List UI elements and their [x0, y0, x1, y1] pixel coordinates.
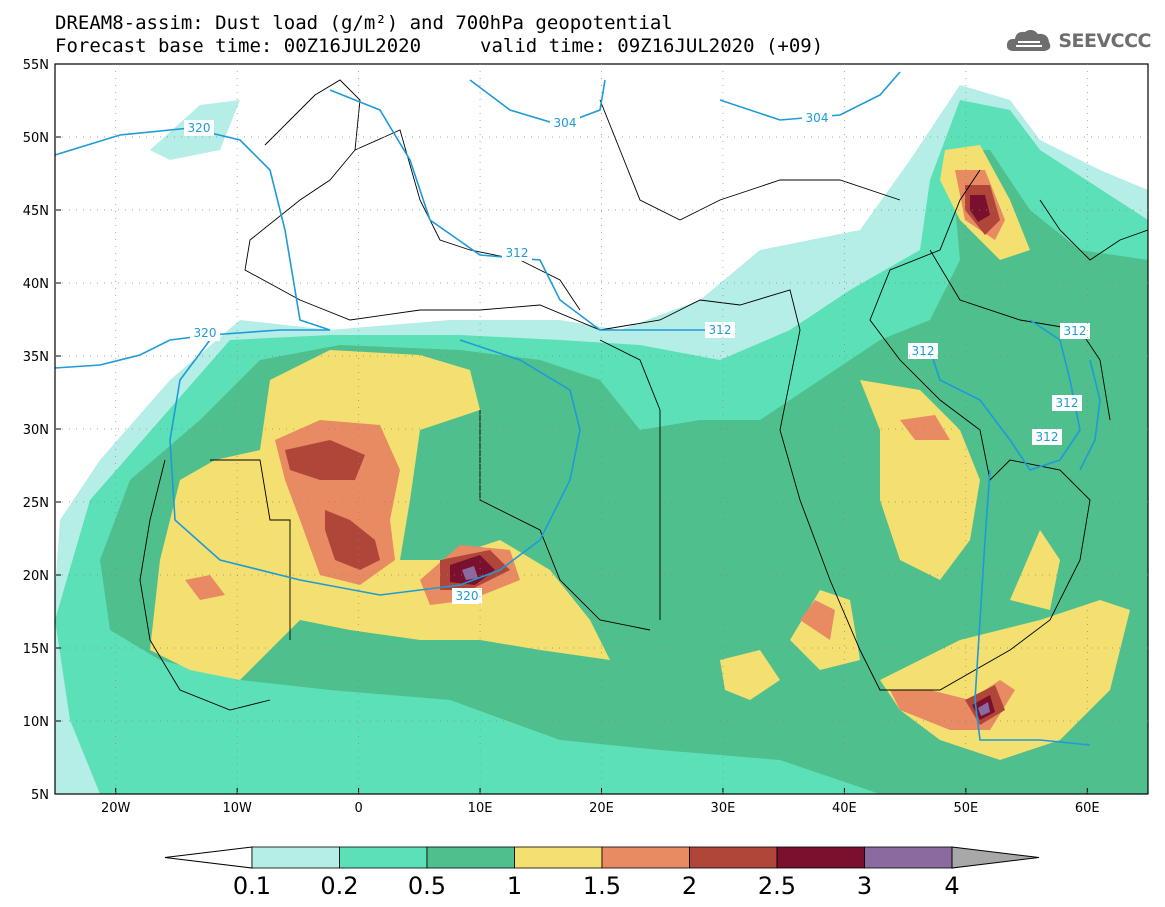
forecast-base-time: Forecast base time: 00Z16JUL2020 — [55, 35, 422, 57]
svg-text:312: 312 — [709, 323, 732, 337]
colorbar-label: 2.5 — [758, 872, 796, 900]
seevccc-logo: SEEVCCC — [1004, 26, 1151, 56]
contour-320-south — [169, 339, 581, 596]
dust-region-1-oman — [1010, 530, 1060, 610]
svg-text:320: 320 — [194, 326, 217, 340]
colorbar-label: 0.1 — [233, 872, 271, 900]
colorbar-swatch — [426, 846, 515, 869]
dust-region-mid — [100, 150, 1148, 794]
lon-tick-label: 50E — [953, 801, 978, 816]
colorbar-swatch — [514, 846, 603, 869]
contour-label: 320 — [184, 120, 214, 136]
dust-region-1-sudan — [720, 650, 780, 700]
contour-label: 320 — [190, 325, 220, 341]
svg-text:320: 320 — [188, 121, 211, 135]
colorbar-label: 3 — [857, 872, 872, 900]
map-title: DREAM8-assim: Dust load (g/m²) and 700hP… — [55, 12, 673, 34]
colorbar-label: 1.5 — [583, 872, 621, 900]
lon-tick-label: 20W — [101, 801, 131, 816]
dust-region-15-iraq — [900, 415, 950, 440]
colorbar-label: 1 — [507, 872, 522, 900]
lat-tick-label: 55N — [23, 58, 49, 73]
contour-304-b — [719, 71, 901, 121]
contour-label: 312 — [1032, 429, 1062, 445]
contour-labels: 320 304 304 312 320 312 312 312 312 312 … — [184, 110, 1090, 604]
colorbar-label: 0.2 — [320, 872, 358, 900]
contour-312-iran — [1079, 359, 1101, 471]
colorbar: 0.1 0.2 0.5 1 1.5 2 2.5 3 4 — [164, 846, 1040, 900]
svg-text:312: 312 — [1056, 396, 1079, 410]
dust-field — [55, 71, 1148, 794]
lat-tick-label: 30N — [23, 423, 49, 438]
colorbar-label: 0.5 — [408, 872, 446, 900]
svg-text:304: 304 — [806, 111, 829, 125]
contour-320-north — [55, 127, 331, 331]
dust-region-15-mauritania — [185, 575, 225, 600]
contour-label: 312 — [502, 245, 532, 261]
coastlines — [139, 79, 1148, 711]
dust-region-2-south — [325, 510, 380, 570]
lat-tick-label: 15N — [23, 642, 49, 657]
colorbar-label: 4 — [944, 872, 959, 900]
lat-tick-label: 40N — [23, 277, 49, 292]
dust-region-3-somalia — [978, 702, 990, 716]
svg-text:312: 312 — [506, 246, 529, 260]
lat-tick-label: 45N — [23, 204, 49, 219]
colorbar-max-arrow — [951, 846, 1040, 869]
logo-text: SEEVCCC — [1058, 30, 1151, 52]
valid-time: valid time: 09Z16JUL2020 (+09) — [480, 35, 824, 57]
dust-region-3 — [462, 566, 478, 580]
colorbar-min-arrow — [164, 846, 253, 869]
contour-label: 312 — [705, 322, 735, 338]
lat-tick-label: 10N — [23, 715, 49, 730]
colorbar-swatch — [339, 846, 428, 869]
svg-text:312: 312 — [1064, 324, 1087, 338]
colorbar-label: 2 — [682, 872, 697, 900]
colorbar-swatch — [251, 846, 340, 869]
lat-tick-label: 20N — [23, 569, 49, 584]
lon-tick-label: 40E — [832, 801, 857, 816]
contour-label: 304 — [550, 115, 580, 131]
lat-tick-label: 5N — [31, 788, 49, 803]
lon-tick-label: 10E — [468, 801, 493, 816]
lon-tick-label: 60E — [1075, 801, 1100, 816]
contour-label: 312 — [1060, 323, 1090, 339]
dust-region-1-arabia — [860, 380, 980, 580]
colorbar-swatch — [776, 846, 865, 869]
lon-tick-label: 20E — [589, 801, 614, 816]
dust-region-25-caspian — [970, 195, 990, 222]
contour-label: 312 — [1052, 395, 1082, 411]
colorbar-swatch — [689, 846, 778, 869]
lat-tick-label: 50N — [23, 131, 49, 146]
lat-tick-label: 25N — [23, 496, 49, 511]
lat-tick-label: 35N — [23, 350, 49, 365]
svg-text:312: 312 — [1036, 430, 1059, 444]
colorbar-swatch — [601, 846, 690, 869]
dust-region-2 — [285, 440, 365, 480]
svg-text:312: 312 — [912, 344, 935, 358]
lon-tick-label: 30E — [711, 801, 736, 816]
contour-label: 320 — [452, 588, 482, 604]
axis-ticks: 55N 50N 45N 40N 35N 30N 25N 20N 15N 10N 5N 20W 10W 0 1… — [23, 58, 1100, 816]
colorbar-swatch — [864, 846, 953, 869]
contour-312-east — [929, 319, 1081, 471]
svg-text:304: 304 — [554, 116, 577, 130]
gridlines — [55, 64, 1148, 794]
contour-312-south — [974, 469, 1091, 746]
lon-tick-label: 0 — [354, 801, 362, 816]
contour-label: 304 — [802, 110, 832, 126]
dust-region-15-eritrea — [800, 600, 835, 640]
contour-label: 312 — [908, 343, 938, 359]
contour-320-west — [55, 329, 330, 369]
cloud-icon — [1007, 29, 1051, 51]
svg-text:320: 320 — [456, 589, 479, 603]
lon-tick-label: 10W — [222, 801, 252, 816]
